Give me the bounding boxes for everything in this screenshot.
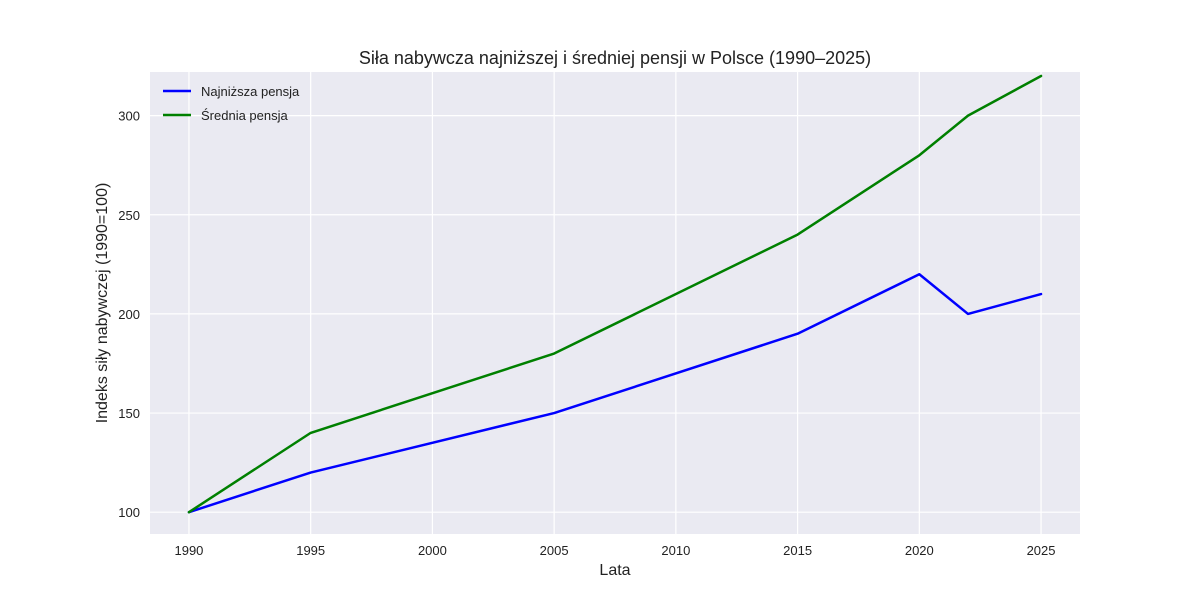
x-tick-label: 2000 <box>418 543 447 558</box>
chart-title: Siła nabywcza najniższej i średniej pens… <box>359 48 871 68</box>
series-line-2 <box>187 74 1043 514</box>
x-tick-label: 2005 <box>540 543 569 558</box>
legend-label: Najniższa pensja <box>201 84 300 99</box>
series-layer <box>187 74 1043 514</box>
y-tick-label: 250 <box>118 208 140 223</box>
x-tick-label: 1990 <box>174 543 203 558</box>
legend-label: Średnia pensja <box>201 108 288 123</box>
x-tick-label: 1995 <box>296 543 325 558</box>
legend: Najniższa pensja Średnia pensja <box>163 84 300 123</box>
y-axis-ticks: 100 150 200 250 300 <box>118 109 140 521</box>
x-tick-label: 2010 <box>661 543 690 558</box>
grid <box>150 72 1080 534</box>
y-tick-label: 300 <box>118 109 140 124</box>
x-axis-label: Lata <box>599 562 630 579</box>
y-axis-label: Indeks siły nabywczej (1990=100) <box>94 183 111 424</box>
y-tick-label: 150 <box>118 406 140 421</box>
x-axis-ticks: 1990 1995 2000 2005 2010 2015 2020 2025 <box>174 543 1055 558</box>
y-tick-label: 100 <box>118 505 140 520</box>
plot-area <box>150 72 1080 534</box>
x-tick-label: 2020 <box>905 543 934 558</box>
x-tick-label: 2015 <box>783 543 812 558</box>
y-tick-label: 200 <box>118 307 140 322</box>
x-tick-label: 2025 <box>1027 543 1056 558</box>
series-line-1 <box>187 273 1043 514</box>
